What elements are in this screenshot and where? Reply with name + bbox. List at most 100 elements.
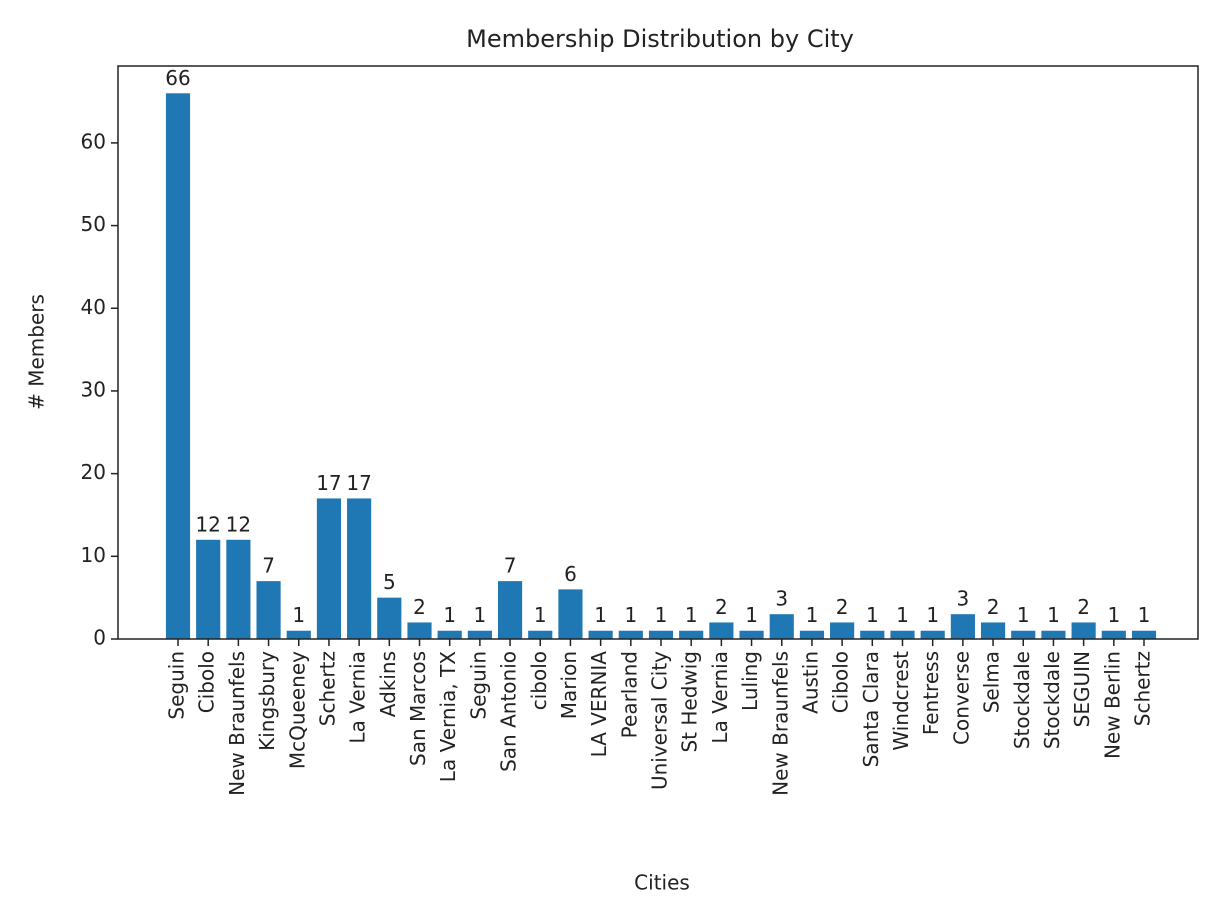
value-label: 12 [195,512,220,536]
x-tick-label: Luling [738,651,762,711]
x-tick-label: Schertz [315,651,339,726]
value-label: 1 [1107,603,1120,627]
y-tick-label: 30 [81,377,106,401]
x-tick-label: Seguin [165,651,189,720]
value-label: 1 [474,603,487,627]
value-label: 1 [594,603,607,627]
y-tick-label: 10 [81,543,106,567]
value-label: 1 [926,603,939,627]
bar [347,498,372,639]
bar [920,630,945,639]
value-label: 1 [624,603,637,627]
plot-frame [117,65,1199,640]
x-tick-label: Seguin [466,651,490,720]
value-label: 1 [745,603,758,627]
value-label: 66 [165,66,190,90]
value-label: 2 [1077,595,1090,619]
bar [528,630,553,639]
value-label: 5 [383,570,396,594]
value-label: 7 [504,554,517,578]
bar [316,498,342,639]
value-label: 1 [685,603,698,627]
bar [1101,630,1126,639]
x-axis-label: Cities [634,871,690,895]
x-tick-label: San Marcos [406,651,430,766]
value-label: 1 [443,603,456,627]
x-tick-label: LA VERNIA [587,651,611,758]
bar [890,630,915,639]
value-label: 1 [534,603,547,627]
x-tick-label: McQueeney [285,651,309,769]
y-tick-label: 50 [81,212,106,236]
bar [860,630,885,639]
x-tick-label: Marion [557,651,581,719]
bar [196,539,221,639]
x-tick-label: Converse [949,651,973,745]
bar [497,581,523,639]
value-label: 1 [1017,603,1030,627]
value-label: 7 [262,554,275,578]
x-tick-label: Kingsbury [255,651,279,751]
value-label: 2 [836,595,849,619]
x-tick-label: Santa Clara [859,651,883,767]
value-label: 1 [896,603,909,627]
bar [407,622,432,639]
bar [830,622,855,639]
bar [1131,630,1157,639]
value-label: 2 [987,595,1000,619]
y-tick-label: 60 [81,129,106,153]
bar [286,630,311,639]
x-tick-label: La Vernia [346,651,370,744]
bar [467,630,492,639]
value-label: 1 [1138,603,1151,627]
x-tick-label: La Vernia, TX [436,651,460,782]
bar [1011,630,1036,639]
value-label: 1 [655,603,668,627]
bar [377,597,402,639]
value-label: 6 [564,562,577,586]
value-label: 1 [866,603,879,627]
value-label: 1 [1047,603,1060,627]
bar [618,630,643,639]
value-label: 3 [957,587,970,611]
bar [437,630,462,639]
chart-title: Membership Distribution by City [466,25,854,53]
value-label: 2 [715,595,728,619]
bar [1041,630,1066,639]
x-tick-label: Cibolo [829,651,853,713]
x-tick-label: St Hedwig [678,651,702,753]
bar [709,622,734,639]
x-tick-label: cibolo [527,651,551,710]
y-axis-label: # Members [25,294,49,410]
value-label: 1 [806,603,819,627]
x-tick-label: Cibolo [195,651,219,713]
x-tick-label: SEGUIN [1070,651,1094,727]
value-label: 2 [413,595,426,619]
x-tick-label: San Antonio [497,651,521,772]
bar [558,589,583,639]
x-tick-label: Windcrest [889,651,913,751]
x-tick-label: Stockdale [1010,651,1034,749]
bar [1071,622,1096,639]
x-tick-label: Stockdale [1040,651,1064,749]
value-label: 17 [316,471,341,495]
bar [588,630,613,639]
value-label: 17 [346,471,371,495]
x-tick-label: Universal City [648,651,672,790]
x-tick-label: Adkins [376,651,400,717]
value-label: 12 [226,512,251,536]
x-tick-label: Schertz [1131,651,1155,726]
bar [256,581,281,639]
bar [165,93,191,640]
y-tick-label: 40 [81,295,106,319]
x-tick-label: Austin [798,651,822,714]
bar [950,614,975,639]
x-tick-label: New Berlin [1100,651,1124,759]
y-tick-label: 20 [81,460,106,484]
x-tick-label: New Braunfels [768,651,792,796]
bar [226,539,251,639]
x-tick-label: Pearland [617,651,641,738]
bar [739,630,764,639]
